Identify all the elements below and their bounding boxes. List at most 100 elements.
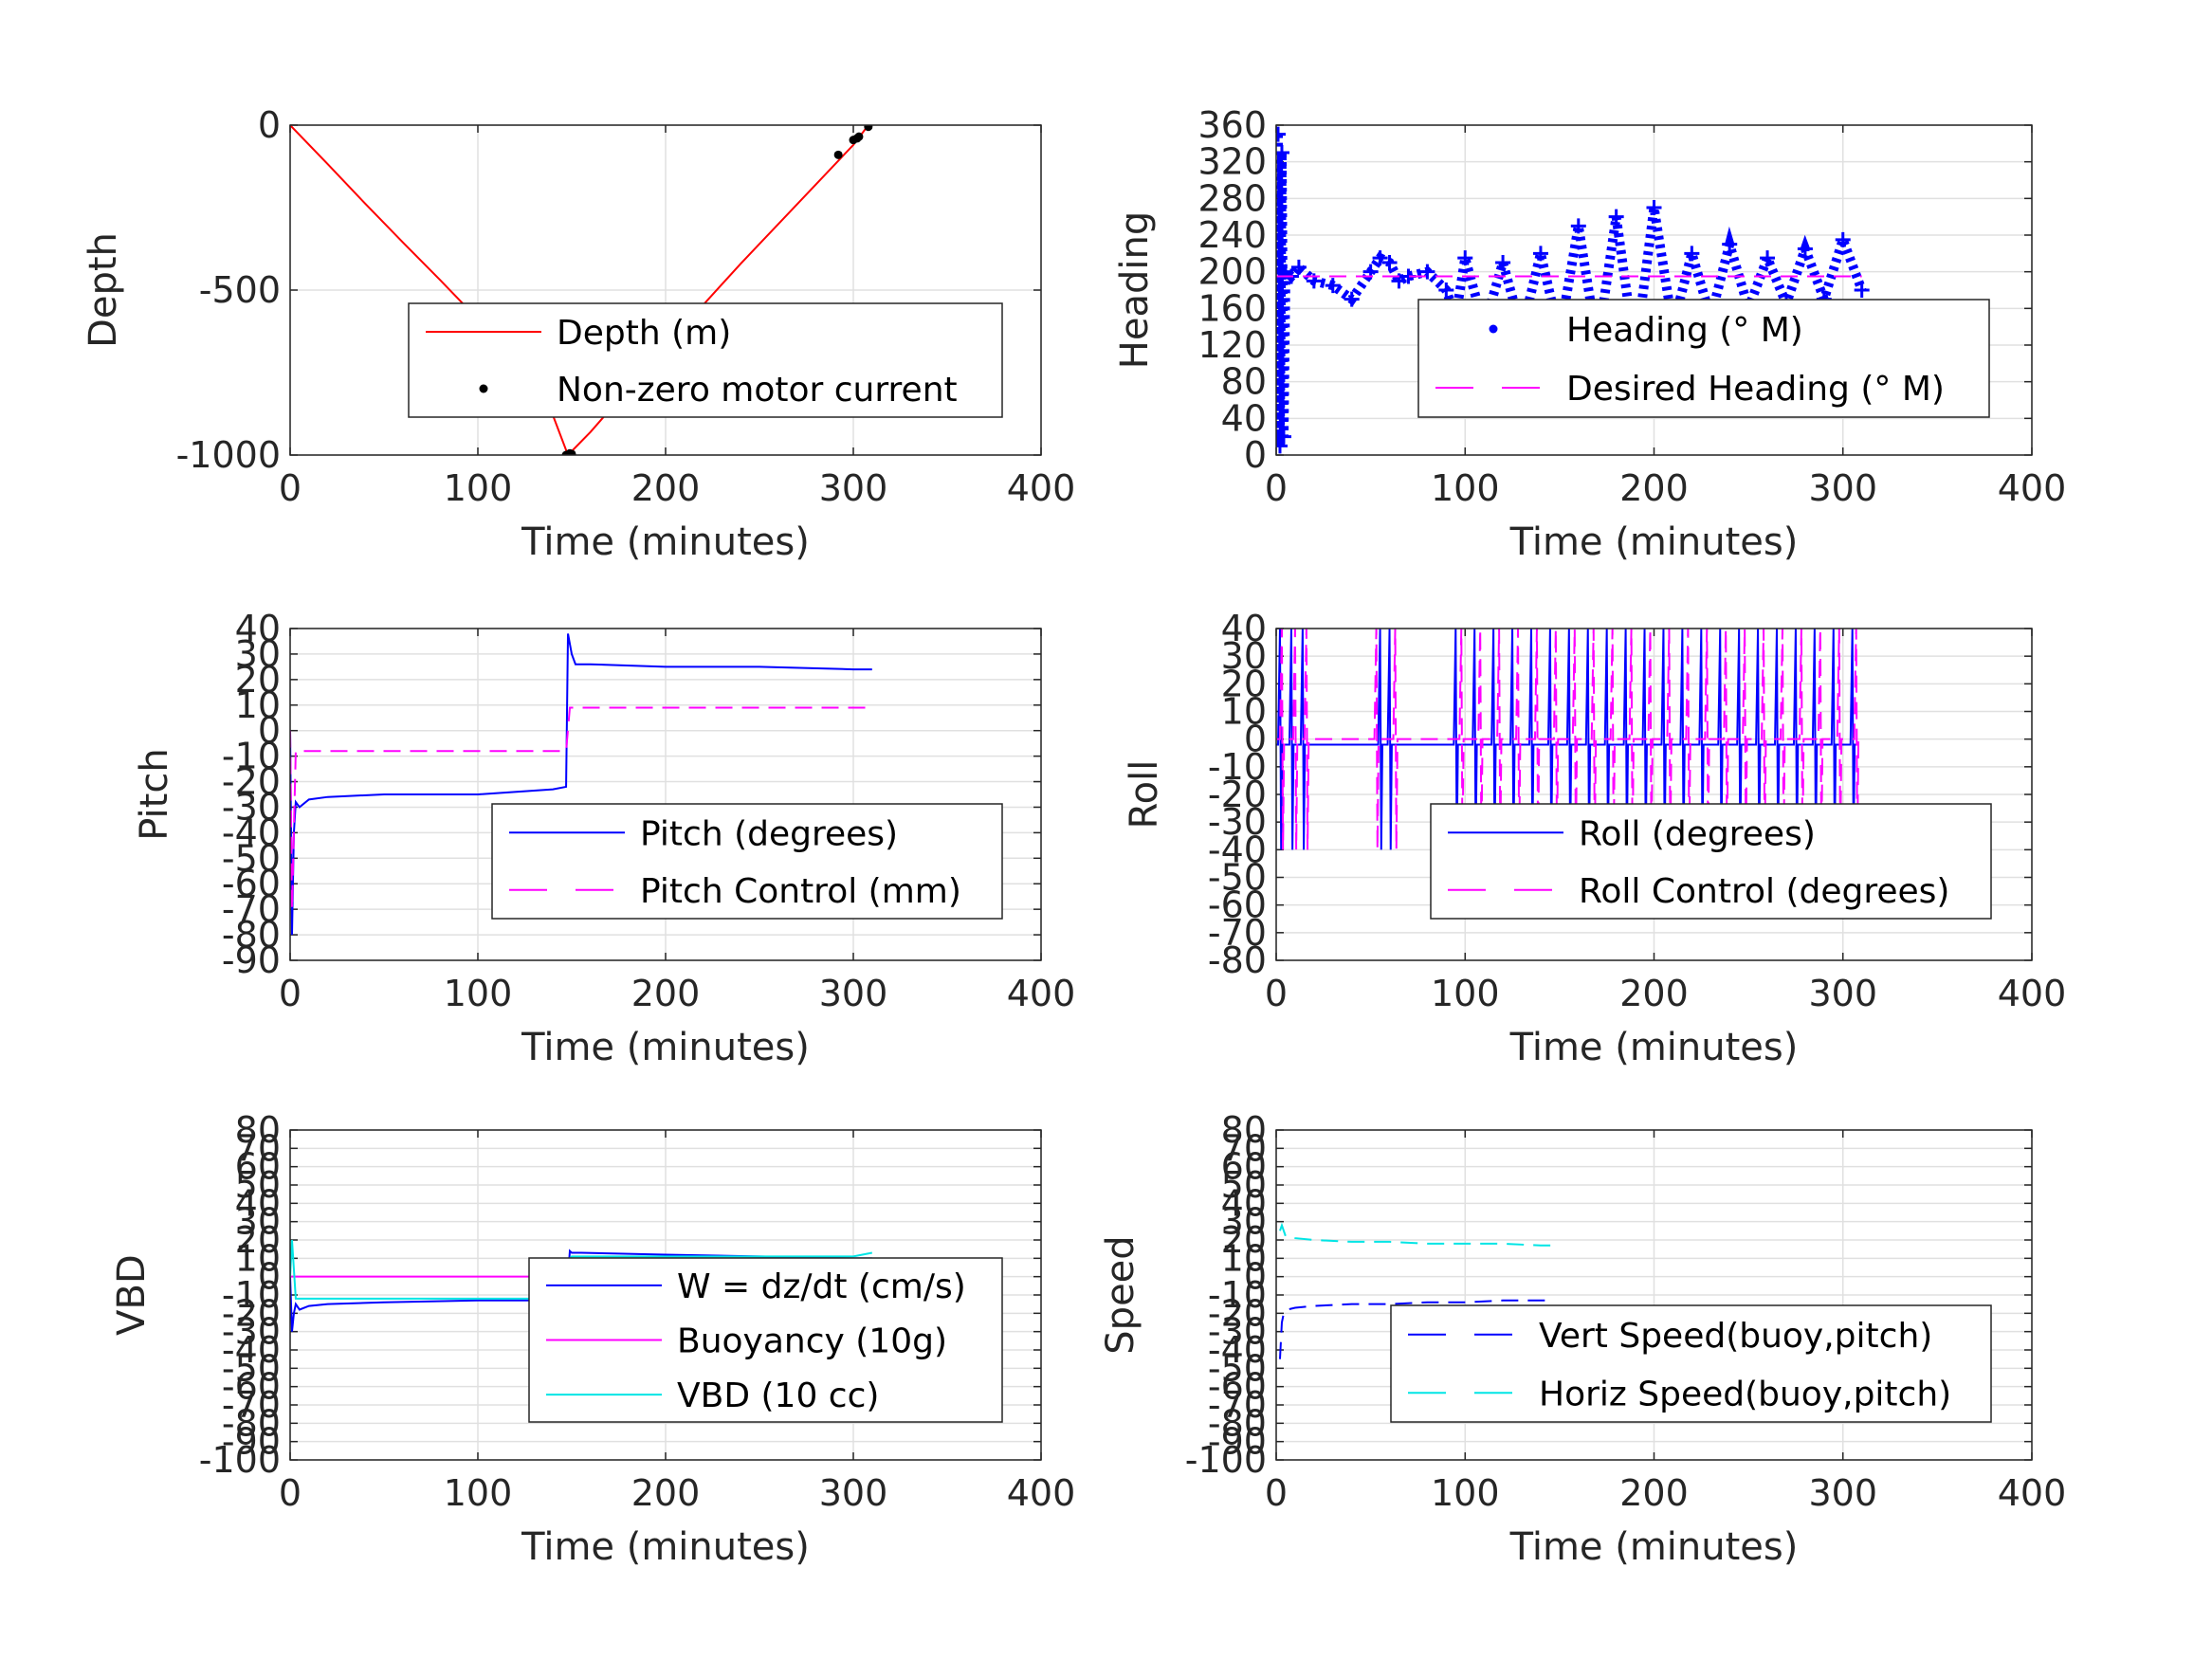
panel-speed: 0 100 200 300 40080706050403020100-10-20-30-… xyxy=(1099,1109,2066,1569)
y-tick-label: 200 xyxy=(1197,251,1267,293)
y-tick-label: -20 xyxy=(1208,1292,1267,1334)
x-tick-label: 200 xyxy=(1619,467,1689,509)
panel-depth: 0 100 200 300 400 0 -500 -1000 Time (minutes) Dep… xyxy=(82,104,1075,564)
legend-label: Roll Control (degrees) xyxy=(1579,872,1949,911)
x-axis-label: Time (minutes) xyxy=(521,1525,810,1569)
legend-label: Pitch Control (mm) xyxy=(640,872,961,911)
x-tick-label: 200 xyxy=(631,973,701,1014)
data-point xyxy=(1438,283,1454,298)
y-tick-label: -10 xyxy=(222,1274,281,1316)
y-tick-label: 60 xyxy=(1221,1146,1267,1188)
axes-frame xyxy=(1275,628,2033,961)
y-tick-label: 80 xyxy=(1221,361,1267,403)
x-tick-label: 0 xyxy=(1265,467,1288,509)
y-tick-label: -10 xyxy=(1208,1274,1267,1316)
axes-frame xyxy=(289,1129,1042,1461)
data-point xyxy=(1722,236,1738,252)
data-point xyxy=(1419,264,1435,280)
y-tick-label: 70 xyxy=(1221,1127,1267,1169)
data-point xyxy=(1760,250,1776,266)
y-tick-label: 70 xyxy=(235,1127,281,1169)
y-tick-label: 10 xyxy=(235,684,281,726)
y-tick-label: 10 xyxy=(1221,1237,1267,1279)
x-tick-label: 400 xyxy=(1998,973,2067,1014)
legend-label: W = dz/dt (cm/s) xyxy=(677,1267,966,1306)
data-point xyxy=(1495,255,1511,270)
y-tick-label: -40 xyxy=(222,811,281,853)
legend-label: Non-zero motor current xyxy=(557,371,958,410)
y-tick-label: -80 xyxy=(222,914,281,956)
y-tick-label: -70 xyxy=(222,1384,281,1426)
x-axis-label: Time (minutes) xyxy=(1509,520,1799,564)
y-tick-label: 240 xyxy=(1197,214,1267,256)
x-tick-label: 200 xyxy=(631,467,701,509)
y-tick-label: -70 xyxy=(1208,1384,1267,1426)
y-tick-label: -40 xyxy=(222,1329,281,1371)
x-tick-label: 300 xyxy=(1808,973,1877,1014)
y-tick-label: -90 xyxy=(1208,1421,1267,1463)
series-line-0 xyxy=(290,633,872,936)
y-tick-label: -60 xyxy=(222,1366,281,1408)
legend-label: Pitch (degrees) xyxy=(640,814,898,853)
legend: Pitch (degrees) Pitch Control (mm) xyxy=(491,803,1003,920)
data-point xyxy=(1276,438,1288,454)
series-line-0 xyxy=(290,125,869,455)
x-tick-label: 300 xyxy=(1808,1472,1877,1514)
data-point xyxy=(1835,231,1851,247)
x-tick-label: 400 xyxy=(1007,973,1076,1014)
axes-frame xyxy=(1275,124,2033,456)
y-axis-label: Roll xyxy=(1123,760,1166,830)
x-tick-label: 200 xyxy=(1619,1472,1689,1514)
panel-vbd: 0 100 200 300 40080706050403020100-10-20-30-… xyxy=(110,1109,1075,1569)
series-line-0 xyxy=(290,1249,872,1332)
x-tick-label: 0 xyxy=(279,973,302,1014)
y-tick-label: 20 xyxy=(1221,663,1267,704)
y-tick-label: -10 xyxy=(1208,746,1267,788)
series-line-0 xyxy=(1278,1299,1554,1359)
legend-box xyxy=(491,803,1003,920)
data-point xyxy=(833,150,843,159)
y-tick-label: 0 xyxy=(1244,1256,1267,1298)
y-tick-label: -90 xyxy=(222,1421,281,1463)
y-tick-label: 30 xyxy=(235,1201,281,1243)
x-tick-label: 400 xyxy=(1007,467,1076,509)
axes-frame xyxy=(289,628,1042,961)
y-tick-label: 0 xyxy=(1244,434,1267,476)
y-tick-label: 30 xyxy=(1221,1201,1267,1243)
y-tick-label: -70 xyxy=(222,888,281,930)
x-axis-label: Time (minutes) xyxy=(521,1026,810,1069)
y-tick-label: -10 xyxy=(222,736,281,777)
y-tick-label: 80 xyxy=(235,1109,281,1151)
y-tick-label: -70 xyxy=(1208,912,1267,954)
legend-marker xyxy=(1489,324,1498,334)
series-group xyxy=(290,125,873,455)
data-point xyxy=(864,125,873,132)
y-tick-label: 0 xyxy=(258,104,281,146)
data-point xyxy=(854,132,864,141)
legend-box xyxy=(1430,803,1992,920)
y-tick-label: 30 xyxy=(235,633,281,675)
y-tick-label: 30 xyxy=(1221,635,1267,677)
data-point xyxy=(1457,250,1473,266)
data-point xyxy=(1608,209,1624,225)
legend-label: Buoyancy (10g) xyxy=(677,1322,947,1361)
y-tick-label: 0 xyxy=(258,710,281,752)
x-tick-label: 400 xyxy=(1998,467,2067,509)
y-tick-label: -50 xyxy=(222,1347,281,1389)
x-tick-label: 0 xyxy=(1265,1472,1288,1514)
y-tick-label: -30 xyxy=(222,786,281,828)
axes-frame xyxy=(1275,1129,2033,1461)
x-tick-label: 100 xyxy=(444,973,513,1014)
y-tick-label: 20 xyxy=(235,659,281,701)
y-tick-label: 20 xyxy=(235,1219,281,1261)
y-axis-label: Speed xyxy=(1099,1235,1143,1354)
data-point xyxy=(1532,246,1548,262)
legend-label: VBD (10 cc) xyxy=(677,1376,879,1415)
y-tick-label: -30 xyxy=(1208,1311,1267,1353)
x-axis-label: Time (minutes) xyxy=(521,520,810,564)
y-tick-label: 0 xyxy=(258,1256,281,1298)
y-tick-label: 80 xyxy=(1221,1109,1267,1151)
series-group xyxy=(1278,1222,1554,1359)
data-point xyxy=(567,449,576,455)
